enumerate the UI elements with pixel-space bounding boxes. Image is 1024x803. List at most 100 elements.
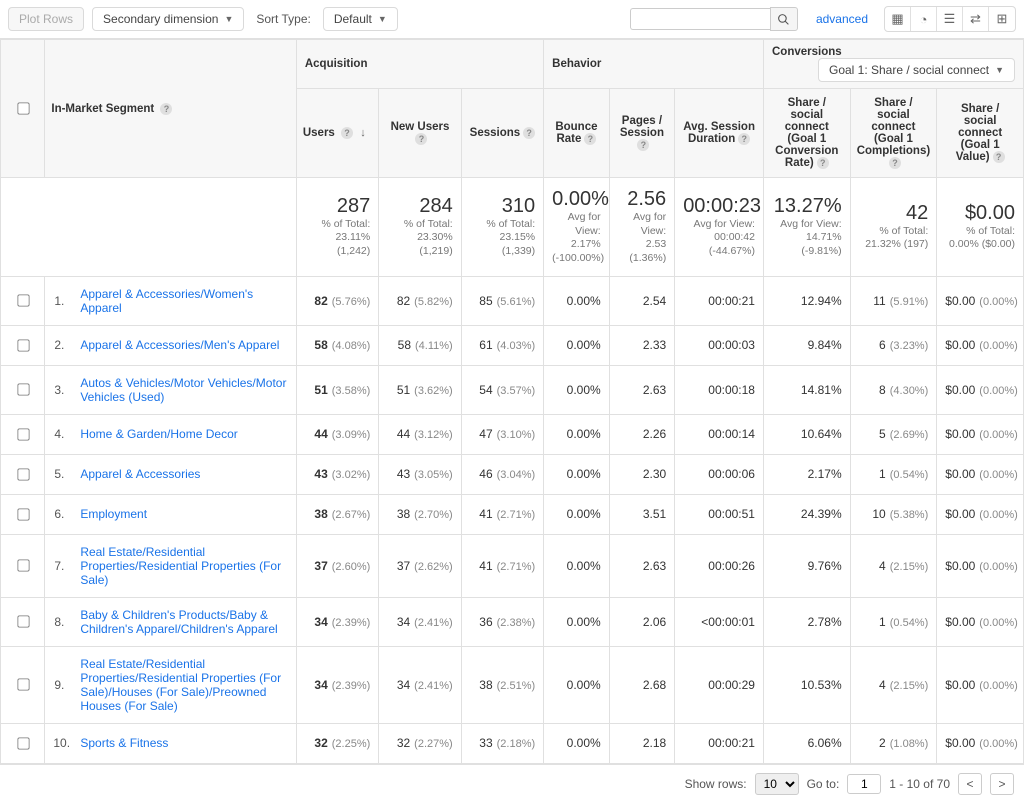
prev-page-button[interactable]: < [958,773,982,795]
cell-value: $0.00(0.00%) [937,494,1024,534]
row-checkbox[interactable] [17,559,29,571]
row-checkbox[interactable] [17,294,29,306]
summary-pages: 2.56 [627,188,666,210]
cell-conv-rate: 6.06% [763,723,850,763]
cell-users: 32(2.25%) [296,723,378,763]
row-checkbox[interactable] [17,508,29,520]
help-icon[interactable]: ? [584,133,596,145]
advanced-link[interactable]: advanced [816,12,868,26]
help-icon[interactable]: ? [415,133,427,145]
col-value[interactable]: Share / social connect (Goal 1 Value)? [937,89,1024,178]
view-pivot-button[interactable]: ⊞ [989,7,1015,31]
segment-link[interactable]: Real Estate/Residential Properties/Resid… [80,657,281,713]
table-row: 2.Apparel & Accessories/Men's Apparel58(… [1,325,1024,365]
col-pages[interactable]: Pages / Session? [609,89,675,178]
summary-completions: 42 [906,202,928,224]
col-convrate-label: Share / social connect (Goal 1 Conversio… [775,97,838,169]
cell-duration: 00:00:26 [675,534,764,597]
segment-link[interactable]: Sports & Fitness [80,736,168,750]
col-users-label: Users [303,127,335,139]
cell-pages: 2.33 [609,325,675,365]
col-new-users[interactable]: New Users? [379,89,461,178]
help-icon[interactable]: ? [738,133,750,145]
next-page-button[interactable]: > [990,773,1014,795]
cell-conv-rate: 9.76% [763,534,850,597]
goal-selector-dropdown[interactable]: Goal 1: Share / social connect ▼ [818,58,1015,82]
cell-duration: 00:00:18 [675,365,764,414]
cell-conv-rate: 12.94% [763,276,850,325]
cell-duration: 00:00:29 [675,646,764,723]
col-bounce-rate[interactable]: Bounce Rate? [544,89,610,178]
col-completions[interactable]: Share / social connect (Goal 1 Completio… [850,89,937,178]
goal-selector-label: Goal 1: Share / social connect [829,63,989,77]
row-checkbox[interactable] [17,339,29,351]
help-icon[interactable]: ? [817,157,829,169]
sort-type-value: Default [334,12,372,26]
cell-value: $0.00(0.00%) [937,597,1024,646]
cell-duration: 00:00:21 [675,276,764,325]
view-bar-button[interactable]: ☰ [937,7,963,31]
view-table-button[interactable]: ▦ [885,7,911,31]
cell-conv-rate: 2.78% [763,597,850,646]
cell-conv-rate: 24.39% [763,494,850,534]
col-duration[interactable]: Avg. Session Duration? [675,89,764,178]
search-button[interactable] [770,7,798,31]
help-icon[interactable]: ? [889,157,901,169]
goto-input[interactable] [847,774,881,794]
row-checkbox[interactable] [17,468,29,480]
help-icon[interactable]: ? [637,139,649,151]
segment-link[interactable]: Apparel & Accessories/Men's Apparel [80,338,279,352]
plot-rows-button[interactable]: Plot Rows [8,7,84,31]
row-checkbox[interactable] [17,615,29,627]
row-checkbox[interactable] [17,428,29,440]
page-range: 1 - 10 of 70 [889,777,950,791]
segment-link[interactable]: Employment [80,507,147,521]
help-icon[interactable]: ? [341,127,353,139]
cell-users: 51(3.58%) [296,365,378,414]
cell-users: 82(5.76%) [296,276,378,325]
cell-users: 58(4.08%) [296,325,378,365]
cell-users: 34(2.39%) [296,646,378,723]
row-checkbox[interactable] [17,383,29,395]
cell-users: 43(3.02%) [296,454,378,494]
segment-link[interactable]: Apparel & Accessories [80,467,200,481]
cell-sessions: 36(2.38%) [461,597,543,646]
dimension-header[interactable]: In-Market Segment [51,103,154,115]
help-icon[interactable]: ? [160,103,172,115]
segment-link[interactable]: Real Estate/Residential Properties/Resid… [80,545,281,587]
segment-link[interactable]: Autos & Vehicles/Motor Vehicles/Motor Ve… [80,376,286,404]
sort-type-dropdown[interactable]: Default ▼ [323,7,398,31]
summary-bounce: 0.00% [552,188,609,210]
cell-new-users: 44(3.12%) [379,414,461,454]
secondary-dimension-dropdown[interactable]: Secondary dimension ▼ [92,7,244,31]
cell-pages: 2.63 [609,365,675,414]
col-sessions[interactable]: Sessions? [461,89,543,178]
chevron-down-icon: ▼ [995,65,1004,75]
cell-new-users: 34(2.41%) [379,646,461,723]
select-all-checkbox[interactable] [17,102,29,114]
cell-sessions: 41(2.71%) [461,494,543,534]
cell-bounce: 0.00% [544,646,610,723]
table-row: 6.Employment38(2.67%)38(2.70%)41(2.71%)0… [1,494,1024,534]
cell-users: 34(2.39%) [296,597,378,646]
segment-link[interactable]: Baby & Children's Products/Baby & Childr… [80,608,277,636]
table-row: 5. Apparel & Accessories 43(3.02%)43(3.05%… [1,454,1024,494]
cell-value: $0.00(0.00%) [937,723,1024,763]
cell-completions: 6(3.23%) [850,325,937,365]
view-pie-button[interactable]: ◔ [911,7,937,31]
show-rows-select[interactable]: 10 [755,773,799,795]
segment-link[interactable]: Apparel & Accessories/Women's Apparel [80,287,253,315]
cell-new-users: 43(3.05%) [379,454,461,494]
col-conv-rate[interactable]: Share / social connect (Goal 1 Conversio… [763,89,850,178]
segment-link[interactable]: Home & Garden/Home Decor [80,427,237,441]
row-index: 5. [45,454,72,494]
search-input[interactable] [630,8,770,30]
show-rows-label: Show rows: [685,777,747,791]
col-users[interactable]: Users ? ↓ [296,89,378,178]
view-comparison-button[interactable]: ⇄ [963,7,989,31]
table-row: 10.Sports & Fitness32(2.25%)32(2.27%)33(… [1,723,1024,763]
help-icon[interactable]: ? [993,151,1005,163]
help-icon[interactable]: ? [523,127,535,139]
row-checkbox[interactable] [17,678,29,690]
row-checkbox[interactable] [17,737,29,749]
